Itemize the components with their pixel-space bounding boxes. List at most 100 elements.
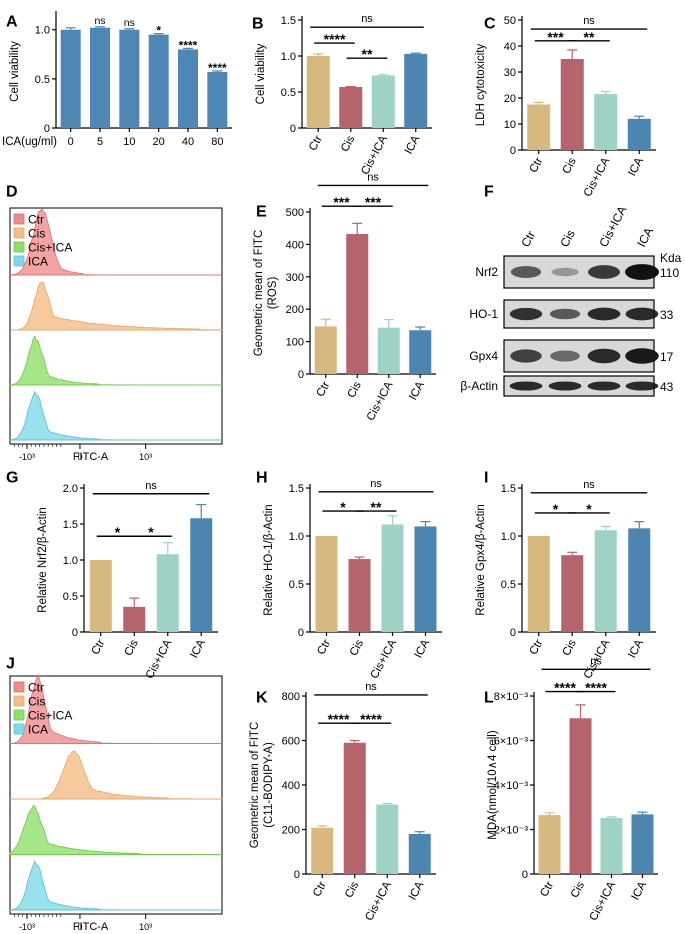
bar-Cis — [343, 742, 366, 874]
y-tick-label: 20 — [504, 93, 516, 105]
bar-Cis+ICA — [371, 75, 395, 128]
significance-label: * — [340, 499, 346, 515]
x-tick-label: Cis — [569, 880, 588, 901]
x-tick-label: 0 — [77, 922, 82, 932]
x-tick-label: 20 — [153, 136, 165, 148]
panel-label: K — [256, 689, 268, 706]
chart-H: 0 0.5 1.0 1.5 Relative HO-1/β-Actin Ctr Cis Cis… — [263, 478, 442, 681]
blot-band — [510, 266, 542, 278]
x-tick-label: 40 — [182, 136, 194, 148]
protein-label: Gpx4 — [469, 349, 498, 363]
y-tick-label: 1.0 — [501, 531, 516, 543]
lane-label: Cis+ICA — [596, 204, 629, 250]
y-tick-label: 0.5 — [63, 591, 78, 603]
kda-label: 43 — [660, 380, 674, 394]
protein-label: HO-1 — [469, 307, 498, 321]
panel-label: B — [252, 15, 264, 32]
panel-label: E — [256, 203, 267, 220]
x-tick-label: Cis — [343, 880, 362, 901]
kda-header: Kda — [660, 251, 682, 265]
bar-Ctr — [89, 560, 112, 632]
blot-band — [549, 308, 581, 320]
x-tick-label: Ctr — [315, 638, 333, 657]
legend-swatch — [13, 723, 25, 735]
x-tick-label: Ctr — [307, 134, 325, 153]
x-tick-label: Ctr — [528, 156, 546, 175]
panel-label: C — [484, 15, 496, 32]
x-tick-label: Ctr — [538, 880, 556, 899]
x-axis-label: FITC-A — [73, 451, 109, 463]
x-tick-label: ICA — [630, 879, 650, 902]
y-tick-label: 200 — [286, 304, 304, 316]
bar-10 — [119, 29, 140, 129]
y-tick-label: 50 — [504, 15, 516, 27]
blot-band — [509, 381, 543, 391]
histogram-Cis+ICA — [9, 335, 222, 386]
x-tick-label: Cis — [560, 638, 579, 659]
bar-Cis — [561, 555, 584, 632]
x-tick-label: 10³ — [139, 452, 152, 462]
panel-label: J — [6, 655, 15, 672]
panel-label: I — [484, 469, 488, 486]
bar-Cis+ICA — [377, 327, 400, 374]
legend-swatch — [13, 213, 25, 225]
y-tick-label: 1.0 — [281, 51, 296, 63]
chart-K: 0 200 400 600 800 Geometric mean of FITC (C11-… — [249, 681, 436, 923]
x-tick-label: Cis — [345, 380, 364, 401]
y-tick-label: 2×10⁻³ — [494, 825, 529, 837]
bar-Cis+ICA — [156, 554, 179, 632]
x-tick-label: ICA — [407, 879, 427, 902]
y-tick-label: 600 — [282, 736, 300, 748]
bar-Ctr — [314, 326, 337, 374]
x-tick-label: Cis — [560, 156, 579, 177]
bar-ICA — [404, 53, 428, 129]
blot-band — [551, 267, 579, 277]
y-axis-label-2: (ROS) — [267, 277, 279, 310]
histogram-Cis+ICA — [9, 804, 222, 855]
legend-label: ICA — [28, 255, 48, 269]
y-tick-label: 0 — [522, 869, 528, 881]
bar-Cis — [346, 234, 369, 374]
y-axis-label: LDH cytotoxicity — [475, 44, 487, 127]
y-tick-label: 1.0 — [289, 531, 304, 543]
y-tick-label: 2.0 — [63, 483, 78, 495]
blot-band — [625, 348, 659, 364]
y-tick-label: 0 — [72, 627, 78, 639]
legend-label: Ctr — [28, 681, 44, 695]
y-tick-label: 0 — [510, 145, 516, 157]
blot-band — [587, 307, 621, 321]
significance-label: ns — [361, 13, 373, 25]
bar-Cis — [569, 718, 592, 874]
legend-label: ICA — [28, 723, 48, 737]
significance-label: ns — [365, 681, 377, 693]
bar-ICA — [408, 833, 431, 874]
blot-band — [587, 348, 621, 364]
x-tick-label: 10³ — [139, 922, 152, 932]
histogram-Cis — [10, 281, 223, 331]
legend-label: Ctr — [28, 213, 44, 227]
significance-label: ns — [590, 655, 602, 667]
histogram-Cis — [10, 750, 223, 800]
significance-label: *** — [547, 29, 564, 45]
bar-Cis+ICA — [376, 804, 399, 874]
x-tick-label: ICA — [407, 379, 427, 402]
bar-ICA — [409, 330, 432, 374]
panel-label: D — [6, 183, 18, 200]
significance-label: ** — [371, 499, 382, 515]
x-tick-label: -10³ — [19, 452, 35, 462]
histogram-ICA — [9, 390, 222, 441]
x-tick-label: Ctr — [90, 638, 108, 657]
significance-label: ns — [145, 480, 157, 492]
bar-ICA — [190, 518, 213, 632]
legend-label: Cis — [28, 695, 45, 709]
x-tick-label: 5 — [97, 136, 103, 148]
significance-label: **** — [585, 680, 607, 696]
legend-label: Cis+ICA — [28, 709, 72, 723]
y-tick-label: 8×10⁻³ — [494, 691, 529, 703]
significance-label: *** — [365, 194, 382, 210]
y-tick-label: 1.0 — [63, 555, 78, 567]
lane-label: Ctr — [518, 229, 538, 250]
bar-Cis+ICA — [381, 524, 404, 632]
y-tick-label: 800 — [282, 691, 300, 703]
